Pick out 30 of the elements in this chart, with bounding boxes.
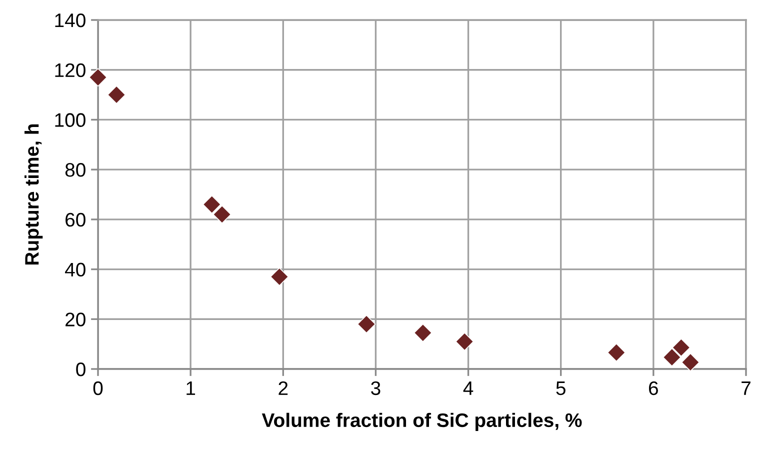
y-tick-label: 0 — [76, 362, 86, 376]
point — [672, 338, 690, 357]
x-tick-label: 0 — [93, 381, 103, 396]
x-tick-label: 6 — [649, 381, 658, 396]
point — [607, 343, 626, 362]
x-tick-label: 3 — [371, 381, 380, 396]
x-axis-title: Volume fraction of SiC particles, % — [262, 412, 582, 431]
x-tick-label: 1 — [186, 382, 196, 395]
y-tick-label: 60 — [66, 212, 86, 227]
y-tick-label: 20 — [66, 312, 86, 326]
x-tick-label: 7 — [742, 382, 750, 395]
point — [202, 195, 222, 214]
point — [681, 353, 700, 372]
point — [270, 268, 289, 286]
y-tick-label: 40 — [65, 262, 86, 277]
y-tick-label: 120 — [55, 63, 86, 78]
point — [107, 86, 126, 104]
point — [88, 68, 108, 87]
y-tick-label: 80 — [65, 163, 86, 177]
x-tick-label: 2 — [278, 381, 288, 395]
y-tick-label: 140 — [55, 13, 86, 28]
point — [414, 324, 432, 342]
point — [212, 205, 232, 224]
point — [455, 332, 474, 351]
y-axis-title: Rupture time, h — [24, 124, 43, 264]
x-tick-label: 5 — [556, 382, 566, 396]
x-tick-label: 4 — [463, 382, 474, 395]
point — [662, 348, 682, 366]
y-tick-label: 100 — [55, 113, 86, 127]
point — [357, 314, 376, 334]
